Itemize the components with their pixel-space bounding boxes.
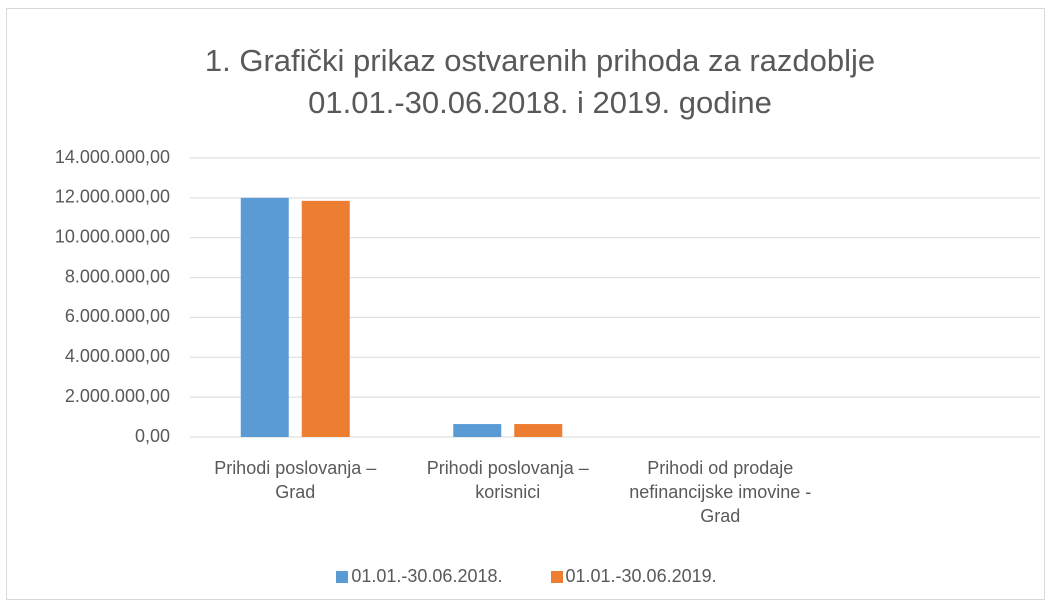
bar — [453, 424, 502, 437]
bar — [514, 424, 563, 437]
legend-label: 01.01.-30.06.2018. — [351, 566, 503, 586]
y-tick-label: 2.000.000,00 — [65, 386, 170, 406]
y-tick-label: 10.000.000,00 — [55, 226, 170, 246]
legend-swatch — [336, 570, 349, 583]
y-tick-label: 4.000.000,00 — [65, 346, 170, 366]
legend-swatch — [550, 570, 563, 583]
bar — [301, 200, 350, 437]
legend-item: 01.01.-30.06.2018. — [336, 566, 503, 587]
y-tick-label: 8.000.000,00 — [65, 266, 170, 286]
x-tick-label: Prihodi od prodaje nefinancijske imovine… — [629, 458, 812, 526]
y-tick-label: 12.000.000,00 — [55, 187, 170, 207]
chart-title: 1. Grafički prikaz ostvarenih prihoda za… — [204, 43, 876, 120]
legend-item: 01.01.-30.06.2019. — [550, 566, 717, 587]
x-tick-label: Prihodi poslovanja – korisnici — [426, 458, 589, 502]
legend: 01.01.-30.06.2018. 01.01.-30.06.2019. — [0, 566, 1053, 587]
legend-label: 01.01.-30.06.2019. — [565, 566, 717, 586]
chart-border — [6, 8, 1045, 600]
y-tick-label: 6.000.000,00 — [65, 306, 170, 326]
y-tick-label: 14.000.000,00 — [55, 147, 170, 167]
x-tick-label: Prihodi poslovanja – Grad — [214, 458, 377, 502]
y-tick-label: 0,00 — [135, 426, 170, 446]
bar — [240, 197, 289, 437]
